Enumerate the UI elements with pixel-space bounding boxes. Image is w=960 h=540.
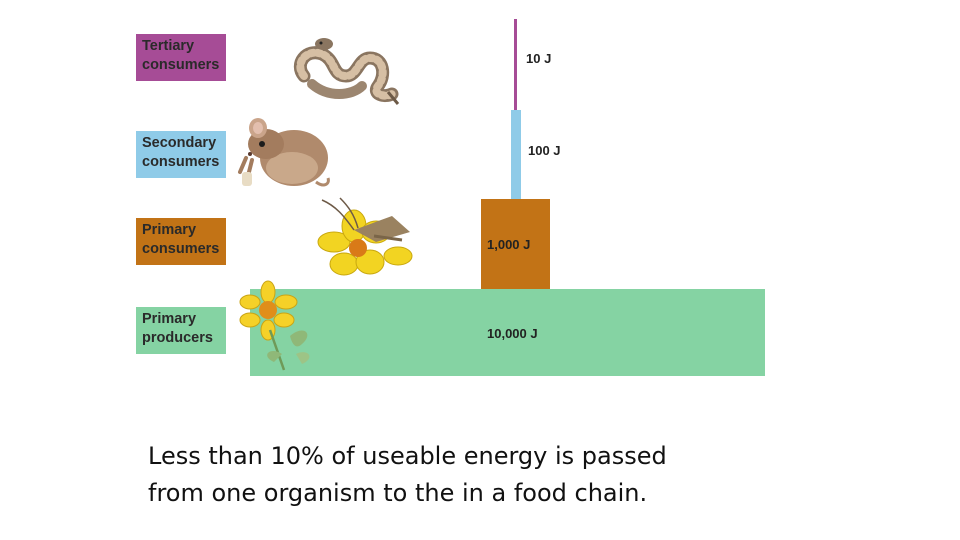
label-line1: Primary [142,311,197,327]
label-primary-producers: Primary producers [136,307,226,354]
label-tertiary-consumers: Tertiary consumers [136,34,226,81]
bar-producers [250,289,765,376]
caption-line1: Less than 10% of useable energy is passe… [148,442,667,470]
energy-label-producers: 10,000 J [487,326,538,341]
label-primary-consumers: Primary consumers [136,218,226,265]
mouse-icon [238,118,330,187]
bar-tertiary-consumers [514,19,517,110]
label-line2: consumers [142,57,220,73]
caption-line2: from one organism to the in a food chain… [148,479,648,507]
energy-label-tertiary: 10 J [526,51,552,66]
bar-primary-consumers [481,199,550,289]
label-secondary-consumers: Secondary consumers [136,131,226,178]
label-line1: Tertiary [142,38,195,54]
label-line1: Primary [142,222,197,238]
grasshopper-icon [317,197,413,276]
label-line2: consumers [142,154,220,170]
label-line2: producers [142,330,213,346]
bar-secondary-consumers [511,110,521,199]
label-line1: Secondary [142,135,217,151]
energy-label-secondary: 100 J [528,143,561,158]
producer-flower-icon [239,280,310,371]
snake-icon [293,38,400,105]
caption: Less than 10% of useable energy is passe… [148,438,667,512]
energy-label-primary-consumers: 1,000 J [487,237,531,252]
label-line2: consumers [142,241,220,257]
